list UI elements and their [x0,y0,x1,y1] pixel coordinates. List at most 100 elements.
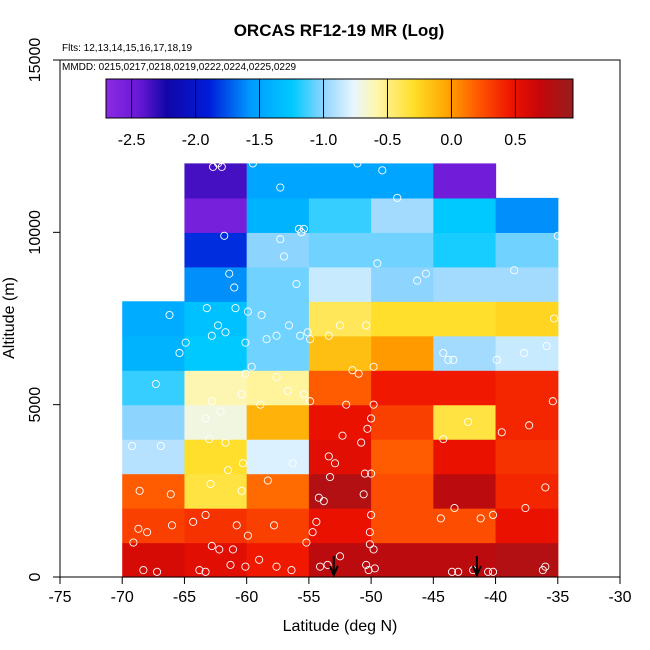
data-point [521,504,530,513]
colorbar-tick-label: -1.0 [310,132,338,149]
data-point [247,362,256,371]
heatmap-cell [184,266,248,302]
data-point [378,166,387,175]
data-point [476,514,485,523]
data-point [362,321,371,330]
data-point [439,348,448,358]
heatmap-cell [371,197,434,233]
data-point [353,159,362,168]
data-point [221,328,230,337]
data-point [272,373,281,382]
data-point [303,328,312,337]
data-point [243,531,252,540]
data-point [256,400,265,409]
data-point [447,567,457,576]
heatmap-cell [184,197,248,233]
data-point [348,366,357,375]
latitude-markers [328,556,482,578]
heatmap-cell [433,370,497,406]
data-point [213,321,223,330]
data-point [209,162,218,171]
colorbar-tick-label: -0.5 [374,132,402,149]
data-point [238,459,247,468]
data-point [207,541,216,551]
data-point [510,266,519,275]
data-point [306,397,315,406]
data-point [151,379,160,389]
heatmap-cell [184,473,248,509]
heatmap-cell [184,232,248,268]
x-axis-label: Latitude (deg N) [283,618,398,635]
data-point [439,435,448,444]
data-point [294,224,303,233]
data-point [324,452,333,461]
data-point [542,342,551,351]
colorbar-tick-label: -1.5 [246,132,274,149]
data-point [241,338,250,347]
x-tick-label: -40 [484,589,507,606]
data-point [365,528,374,537]
data-point [232,521,241,530]
plot-frame [59,59,621,578]
heatmap-cell [308,439,372,475]
heatmap-cell [495,266,559,302]
data-point [128,441,137,451]
heatmap-cell [246,439,310,475]
heatmap-cell [246,197,310,233]
data-point [225,269,234,278]
dates-note: MMDD: 0215,0217,0218,0219,0222,0224,0225… [62,62,297,73]
heatmap-cell [371,508,434,544]
heatmap-cell [184,335,248,371]
y-axis: 0 5000 10000 15000 [27,38,60,581]
data-point [359,490,368,499]
heatmap-cell [308,197,372,233]
data-point [541,562,550,571]
data-point [272,331,281,340]
heatmap-cells [122,163,559,578]
data-point [263,476,272,485]
heatmap-cell [246,266,310,302]
data-point [272,562,281,571]
data-point [195,566,204,575]
data-point [421,269,430,278]
heatmap-cell [371,542,434,578]
heatmap-cell [246,301,310,337]
flights-note: Flts: 12,13,14,15,16,17,18,19 [62,43,193,54]
heatmap-cell [495,197,559,233]
data-point [342,400,351,409]
data-point [207,331,216,340]
x-tick-label: -65 [173,589,196,606]
x-tick-label: -60 [235,589,258,606]
heatmap-cell [308,232,372,268]
heatmap-cell [495,301,559,337]
data-point [134,524,143,533]
heatmap-cell [371,404,434,440]
data-point [362,560,371,569]
heatmap-cell [122,335,186,371]
data-point [292,279,301,289]
heatmap-cell [371,335,434,371]
data-point [316,562,325,571]
data-point [369,400,378,409]
heatmap-cell [308,301,372,337]
data-point [365,540,374,549]
data-point [284,321,294,330]
x-tick-label: -35 [546,589,569,606]
data-point [354,369,363,378]
heatmap-cell [184,508,248,544]
heatmap-cell [495,370,559,406]
x-tick-label: -55 [297,589,320,606]
data-point [319,497,328,506]
data-point [156,441,165,451]
data-point [288,459,297,468]
data-point [444,355,453,364]
data-point [324,331,333,340]
heatmap-cell [433,232,497,268]
heatmap-cell [308,404,372,440]
data-point [497,428,506,437]
x-tick-label: -70 [111,589,134,606]
data-point [201,567,210,576]
data-point [228,545,238,554]
data-point [323,560,332,569]
colorbar-tick-label: -2.5 [118,132,146,149]
